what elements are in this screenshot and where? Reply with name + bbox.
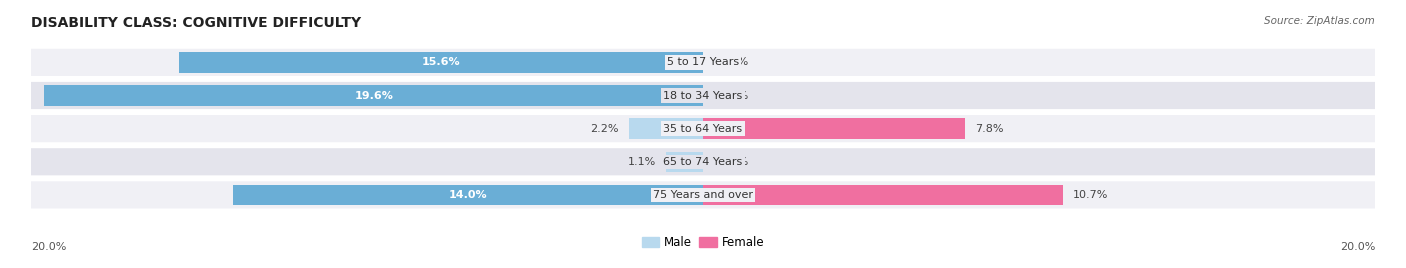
FancyBboxPatch shape	[30, 49, 1376, 76]
Text: 0.0%: 0.0%	[720, 91, 748, 100]
Text: 2.2%: 2.2%	[591, 124, 619, 134]
Text: 75 Years and over: 75 Years and over	[652, 190, 754, 200]
Bar	[703, 185, 1063, 205]
Bar	[666, 151, 703, 172]
Legend: Male, Female: Male, Female	[637, 232, 769, 254]
Bar	[45, 85, 703, 106]
Text: 19.6%: 19.6%	[354, 91, 394, 100]
Bar	[703, 118, 965, 139]
Text: 35 to 64 Years: 35 to 64 Years	[664, 124, 742, 134]
Text: 0.0%: 0.0%	[720, 157, 748, 167]
Text: 20.0%: 20.0%	[1340, 242, 1375, 252]
Text: 18 to 34 Years: 18 to 34 Years	[664, 91, 742, 100]
Text: 65 to 74 Years: 65 to 74 Years	[664, 157, 742, 167]
Bar	[179, 52, 703, 73]
Bar	[628, 118, 703, 139]
Text: 20.0%: 20.0%	[31, 242, 66, 252]
Text: 7.8%: 7.8%	[976, 124, 1004, 134]
FancyBboxPatch shape	[30, 148, 1376, 175]
Text: Source: ZipAtlas.com: Source: ZipAtlas.com	[1264, 16, 1375, 26]
FancyBboxPatch shape	[30, 115, 1376, 142]
Text: 0.0%: 0.0%	[720, 57, 748, 67]
Text: 10.7%: 10.7%	[1073, 190, 1108, 200]
Text: 14.0%: 14.0%	[449, 190, 486, 200]
Bar	[232, 185, 703, 205]
Text: 5 to 17 Years: 5 to 17 Years	[666, 57, 740, 67]
Text: 15.6%: 15.6%	[422, 57, 460, 67]
Text: DISABILITY CLASS: COGNITIVE DIFFICULTY: DISABILITY CLASS: COGNITIVE DIFFICULTY	[31, 16, 361, 30]
FancyBboxPatch shape	[30, 181, 1376, 209]
FancyBboxPatch shape	[30, 82, 1376, 109]
Text: 1.1%: 1.1%	[627, 157, 657, 167]
